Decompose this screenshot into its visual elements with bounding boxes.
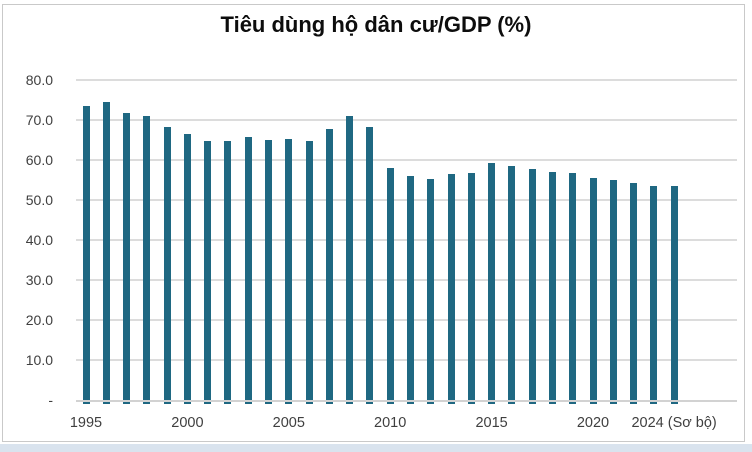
y-axis-tick-label: 80.0 <box>25 72 53 88</box>
gridline <box>76 359 737 361</box>
y-axis-tick-label: 20.0 <box>25 312 53 328</box>
x-axis-tick-label: 2005 <box>272 415 305 431</box>
bar <box>609 180 617 404</box>
bar <box>488 163 496 404</box>
bar <box>427 179 435 404</box>
x-axis-line <box>76 400 737 402</box>
y-axis-tick-label: 10.0 <box>25 352 53 368</box>
bar <box>508 166 516 404</box>
gridline <box>76 279 737 281</box>
y-axis-tick-label: - <box>48 392 53 408</box>
bar <box>528 169 536 404</box>
bar <box>244 136 252 404</box>
y-axis-tick-label: 40.0 <box>25 232 53 248</box>
gridline <box>76 79 737 81</box>
bar <box>163 127 171 404</box>
bar <box>447 173 455 404</box>
bar <box>305 140 313 404</box>
x-axis-tick-label: 2024 (Sơ bộ) <box>631 415 717 431</box>
bar <box>548 172 556 404</box>
bar <box>265 140 273 404</box>
gridline <box>76 319 737 321</box>
bar <box>670 186 678 404</box>
bar <box>325 128 333 404</box>
x-axis-tick-label: 2010 <box>374 415 407 431</box>
bar <box>204 141 212 404</box>
bar <box>406 176 414 404</box>
bar <box>143 116 151 404</box>
page-bottom-band <box>0 444 752 452</box>
x-axis-tick-label: 2015 <box>475 415 508 431</box>
y-axis-tick-label: 50.0 <box>25 192 53 208</box>
bar <box>224 140 232 404</box>
gridline <box>76 239 737 241</box>
y-axis-tick-label: 30.0 <box>25 272 53 288</box>
y-axis-tick-label: 60.0 <box>25 152 53 168</box>
bar <box>123 113 131 404</box>
bar <box>650 185 658 404</box>
chart-title: Tiêu dùng hộ dân cư/GDP (%) <box>220 12 532 37</box>
bar <box>589 178 597 404</box>
x-axis-tick-label: 1995 <box>69 415 103 431</box>
bar <box>346 116 354 404</box>
gridline <box>76 159 737 161</box>
bar <box>82 106 90 404</box>
bar <box>102 102 110 404</box>
y-axis-tick-label: 70.0 <box>25 112 53 128</box>
bar <box>366 126 374 404</box>
gridline <box>76 199 737 201</box>
x-axis-tick-label: 2020 <box>576 415 610 431</box>
bar <box>386 168 394 404</box>
bar <box>569 173 577 404</box>
gridline <box>76 119 737 121</box>
x-axis-tick-label: 2000 <box>171 415 204 431</box>
bar <box>183 134 191 404</box>
bar <box>285 138 293 404</box>
bar <box>630 182 638 404</box>
bar <box>467 172 475 404</box>
